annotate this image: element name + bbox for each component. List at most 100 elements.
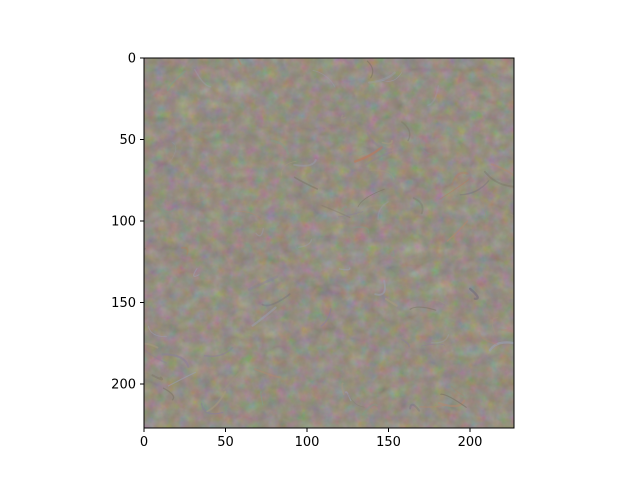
texture-stroke: [381, 72, 402, 82]
texture-stroke: [359, 150, 366, 156]
texture-stroke: [280, 160, 297, 177]
texture-stroke: [437, 399, 466, 408]
texture-stroke: [439, 179, 470, 200]
texture-stroke: [270, 139, 290, 155]
x-axis: 0 50 100 150 200: [140, 428, 483, 450]
texture-stroke: [364, 151, 393, 166]
texture-stroke: [255, 227, 264, 237]
texture-stroke: [451, 171, 469, 186]
texture-stroke: [381, 139, 393, 145]
texture-stroke: [233, 210, 262, 220]
texture-stroke: [446, 220, 469, 242]
texture-stroke: [501, 328, 514, 333]
texture-stroke: [357, 188, 385, 208]
texture-stroke: [412, 197, 424, 215]
texture-stroke: [366, 132, 393, 151]
texture-stroke: [464, 304, 467, 309]
texture-stroke: [417, 137, 432, 155]
x-tick-label: 150: [376, 435, 401, 450]
texture-stroke: [156, 205, 176, 213]
texture-stroke: [166, 70, 187, 92]
texture-stroke: [374, 280, 386, 296]
texture-stroke: [353, 146, 383, 163]
texture-stroke: [361, 403, 378, 416]
texture-stroke: [236, 58, 242, 66]
texture-stroke: [427, 85, 440, 107]
texture-stroke: [344, 391, 352, 402]
texture-stroke: [369, 169, 395, 180]
texture-stroke: [247, 275, 278, 291]
texture-stroke: [513, 119, 514, 121]
texture-stroke: [488, 186, 497, 196]
texture-stroke: [144, 248, 146, 251]
y-tick-label: 50: [119, 133, 136, 148]
texture-stroke: [401, 121, 411, 142]
texture-stroke: [366, 60, 374, 79]
texture-stroke: [491, 317, 499, 335]
texture-stroke: [200, 402, 224, 415]
texture-stroke: [151, 374, 164, 381]
texture-stroke: [298, 238, 313, 249]
texture-stroke: [162, 353, 190, 368]
texture-stroke: [352, 226, 370, 234]
texture-stroke: [312, 69, 336, 88]
texture-stroke: [261, 293, 291, 307]
texture-stroke: [293, 158, 317, 167]
texture-stroke: [384, 297, 398, 307]
texture-stroke: [320, 307, 332, 327]
texture-stroke: [341, 205, 348, 211]
texture-stroke: [478, 331, 498, 346]
texture-stroke: [340, 114, 346, 120]
texture-stroke: [509, 213, 514, 217]
texture-stroke: [431, 334, 450, 344]
texture-stroke: [357, 204, 385, 216]
axes-frame: [143, 57, 515, 429]
texture-stroke: [424, 299, 451, 308]
texture-stroke: [253, 368, 282, 379]
texture-stroke: [490, 163, 514, 177]
texture-stroke: [144, 342, 159, 349]
texture-stroke: [206, 390, 227, 413]
texture-stroke: [293, 176, 318, 190]
texture-stroke: [440, 393, 467, 408]
texture-stroke: [409, 403, 421, 412]
y-tick-label: 200: [111, 377, 136, 392]
texture-stroke: [338, 267, 351, 271]
texture-stroke: [419, 404, 445, 408]
x-tick-label: 100: [295, 435, 320, 450]
texture-stroke: [171, 142, 177, 160]
texture-stroke: [488, 341, 514, 352]
texture-stroke: [203, 346, 234, 358]
texture-stroke: [260, 391, 264, 406]
y-tick-label: 100: [111, 214, 136, 229]
texture-stroke: [420, 343, 445, 347]
texture-stroke: [468, 287, 479, 300]
texture-stroke: [144, 348, 168, 364]
texture-stroke: [251, 306, 277, 327]
texture-stroke: [162, 387, 175, 401]
texture-stroke: [450, 385, 465, 397]
y-tick-label: 0: [128, 52, 136, 67]
texture-stroke: [148, 325, 167, 338]
texture-stroke: [377, 201, 389, 221]
texture-stroke: [193, 268, 200, 277]
texture-stroke: [479, 199, 487, 221]
texture-stroke: [321, 204, 351, 219]
texture-stroke: [459, 180, 490, 196]
texture-stroke: [483, 170, 514, 188]
x-tick-label: 0: [140, 435, 148, 450]
texture-stroke: [223, 370, 242, 391]
visualization-image: [144, 58, 514, 428]
x-tick-label: 200: [458, 435, 483, 450]
texture-stroke: [347, 393, 365, 408]
texture-stroke: [391, 250, 395, 257]
y-tick-label: 150: [111, 296, 136, 311]
texture-stroke: [167, 371, 197, 387]
texture-stroke: [409, 306, 437, 311]
texture-stroke: [180, 246, 189, 256]
x-tick-label: 50: [217, 435, 234, 450]
texture-stroke: [368, 71, 396, 84]
texture-stroke: [341, 382, 345, 396]
texture-stroke: [337, 211, 364, 218]
